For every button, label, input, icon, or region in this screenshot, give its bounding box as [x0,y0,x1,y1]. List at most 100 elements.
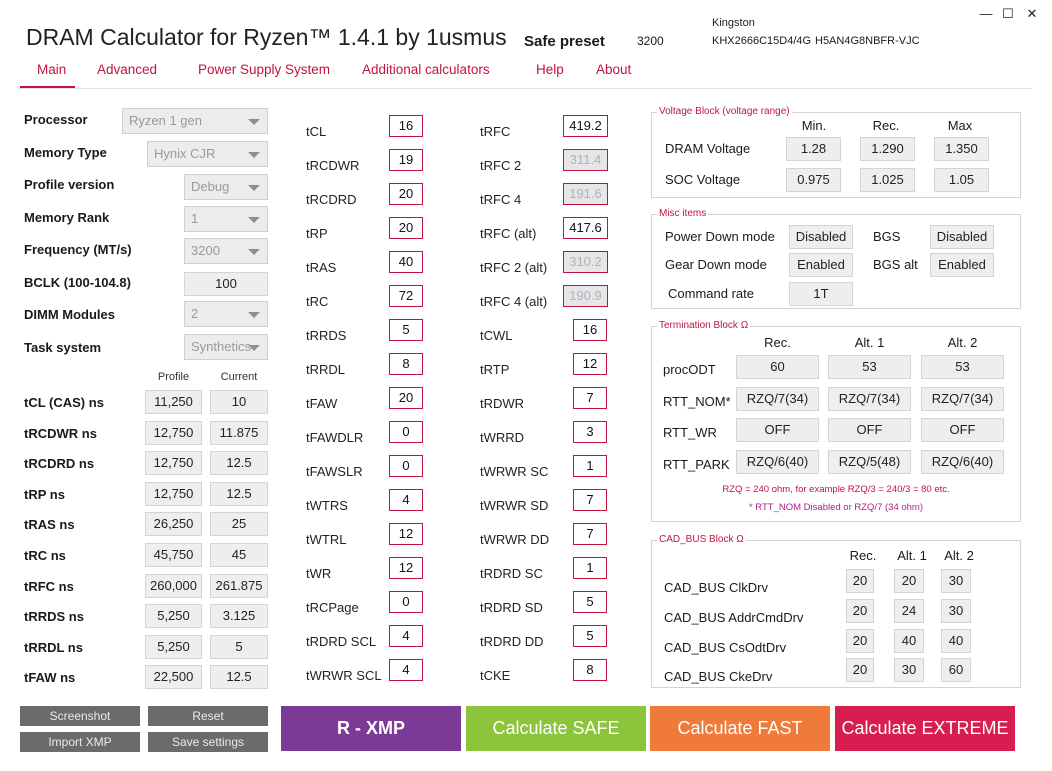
trp-input[interactable]: 20 [389,217,423,239]
tcl-cas-ns-profile[interactable]: 11,250 [145,390,202,414]
minimize-button[interactable]: — [979,6,993,21]
dimm-modules-select[interactable]: 2 [184,301,268,327]
trcdrd-input[interactable]: 20 [389,183,423,205]
trc-ns-current[interactable]: 45 [210,543,268,567]
trcdwr-ns-current[interactable]: 11.875 [210,420,268,445]
trrdl-ns-profile[interactable]: 5,250 [145,634,202,659]
tfaw-ns-profile[interactable]: 22,500 [145,665,202,690]
trdrd-sc-input[interactable]: 1 [573,557,607,579]
trdrd-dd-input[interactable]: 5 [573,625,607,647]
task-system-select[interactable]: Synthetics [184,334,268,360]
trfc-input[interactable]: 419.2 [563,115,608,137]
rtt-wr-value-2[interactable]: OFF [921,418,1004,442]
tab-power-supply-system[interactable]: Power Supply System [198,62,331,77]
memory-rank-select[interactable]: 1 [184,206,268,232]
procodt-value-0[interactable]: 60 [736,355,819,379]
dram-voltage-max[interactable]: 1.350 [934,137,989,161]
cad-bus-addrcmddrv-value-1[interactable]: 24 [894,599,924,623]
rtt-park-value-2[interactable]: RZQ/6(40) [921,450,1004,474]
calculate-extreme-button[interactable]: Calculate EXTREME [835,706,1015,751]
trfc-alt-input[interactable]: 417.6 [563,217,608,239]
trcdwr-ns-profile[interactable]: 12,750 [145,420,202,445]
screenshot-button[interactable]: Screenshot [20,706,140,726]
tab-about[interactable]: About [596,62,632,77]
power-down-value[interactable]: Disabled [789,225,853,249]
procodt-value-1[interactable]: 53 [828,355,911,379]
bclk-input[interactable]: 100 [184,272,268,296]
twrwr-sd-input[interactable]: 7 [573,489,607,511]
trcdrd-ns-profile[interactable]: 12,750 [145,451,202,476]
tfawdlr-input[interactable]: 0 [389,421,423,443]
trdrd-scl-input[interactable]: 4 [389,625,423,647]
gear-down-value[interactable]: Enabled [789,253,853,277]
frequency-select[interactable]: 3200 [184,238,268,264]
rtt-nom-value-2[interactable]: RZQ/7(34) [921,387,1004,411]
cad-bus-ckedrv-value-2[interactable]: 60 [941,658,971,682]
trp-ns-profile[interactable]: 12,750 [145,481,202,506]
tab-main[interactable]: Main [37,62,67,77]
tcl-cas-ns-current[interactable]: 10 [210,390,268,414]
trfc-ns-current[interactable]: 261.875 [210,573,268,598]
soc-voltage-max[interactable]: 1.05 [934,168,989,192]
rtt-wr-value-1[interactable]: OFF [828,418,911,442]
trrdl-ns-current[interactable]: 5 [210,634,268,659]
trrds-ns-current[interactable]: 3.125 [210,604,268,629]
trdwr-input[interactable]: 7 [573,387,607,409]
twrwr-sc-input[interactable]: 1 [573,455,607,477]
trc-input[interactable]: 72 [389,285,423,307]
dram-voltage-min[interactable]: 1.28 [786,137,841,161]
soc-voltage-min[interactable]: 0.975 [786,168,841,192]
rtt-wr-value-0[interactable]: OFF [736,418,819,442]
tras-ns-current[interactable]: 25 [210,512,268,537]
tab-help[interactable]: Help [536,62,564,77]
r-xmp-button[interactable]: R - XMP [281,706,461,751]
reset-button[interactable]: Reset [148,706,268,726]
bgs-alt-value[interactable]: Enabled [930,253,994,277]
trcdrd-ns-current[interactable]: 12.5 [210,451,268,476]
trrds-input[interactable]: 5 [389,319,423,341]
tcl-input[interactable]: 16 [389,115,423,137]
tab-additional-calculators[interactable]: Additional calculators [362,62,490,77]
cad-bus-addrcmddrv-value-0[interactable]: 20 [846,599,874,623]
tcke-input[interactable]: 8 [573,659,607,681]
cad-bus-clkdrv-value-0[interactable]: 20 [846,569,874,593]
tfawslr-input[interactable]: 0 [389,455,423,477]
tfaw-input[interactable]: 20 [389,387,423,409]
cad-bus-csodtdrv-value-1[interactable]: 40 [894,629,924,653]
save-settings-button[interactable]: Save settings [148,732,268,752]
twr-input[interactable]: 12 [389,557,423,579]
maximize-button[interactable]: ☐ [1002,6,1014,21]
rtt-nom-value-1[interactable]: RZQ/7(34) [828,387,911,411]
profile-version-select[interactable]: Debug [184,174,268,200]
close-button[interactable]: ✕ [1026,6,1038,21]
rtt-nom-value-0[interactable]: RZQ/7(34) [736,387,819,411]
tcwl-input[interactable]: 16 [573,319,607,341]
trc-ns-profile[interactable]: 45,750 [145,543,202,567]
twrrd-input[interactable]: 3 [573,421,607,443]
twrwr-dd-input[interactable]: 7 [573,523,607,545]
trcpage-input[interactable]: 0 [389,591,423,613]
command-rate-value[interactable]: 1T [789,282,853,306]
trfc-ns-profile[interactable]: 260,000 [145,573,202,598]
import-xmp-button[interactable]: Import XMP [20,732,140,752]
cad-bus-clkdrv-value-1[interactable]: 20 [894,569,924,593]
memory-type-select[interactable]: Hynix CJR [147,141,268,167]
tras-ns-profile[interactable]: 26,250 [145,512,202,537]
bgs-value[interactable]: Disabled [930,225,994,249]
twtrl-input[interactable]: 12 [389,523,423,545]
twtrs-input[interactable]: 4 [389,489,423,511]
cad-bus-ckedrv-value-0[interactable]: 20 [846,658,874,682]
dram-voltage-rec[interactable]: 1.290 [860,137,915,161]
trdrd-sd-input[interactable]: 5 [573,591,607,613]
trp-ns-current[interactable]: 12.5 [210,481,268,506]
tras-input[interactable]: 40 [389,251,423,273]
tfaw-ns-current[interactable]: 12.5 [210,665,268,690]
cad-bus-ckedrv-value-1[interactable]: 30 [894,658,924,682]
trrdl-input[interactable]: 8 [389,353,423,375]
tab-advanced[interactable]: Advanced [97,62,158,77]
trrds-ns-profile[interactable]: 5,250 [145,604,202,629]
soc-voltage-rec[interactable]: 1.025 [860,168,915,192]
trtp-input[interactable]: 12 [573,353,607,375]
procodt-value-2[interactable]: 53 [921,355,1004,379]
twrwr-scl-input[interactable]: 4 [389,659,423,681]
